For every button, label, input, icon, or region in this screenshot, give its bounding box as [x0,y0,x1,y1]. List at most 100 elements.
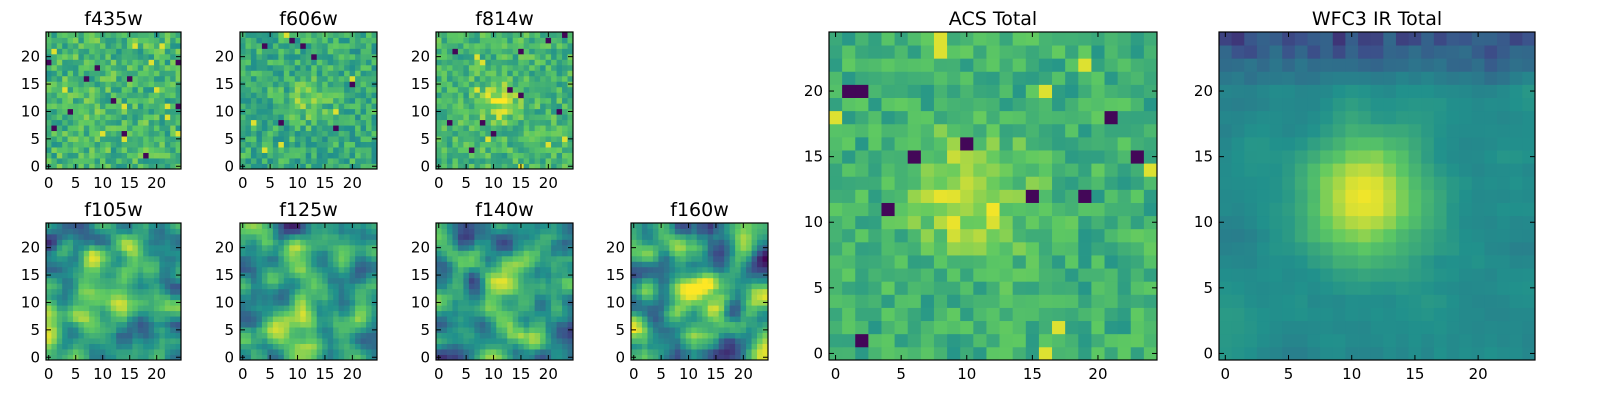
heatmap-cell [283,48,290,55]
heatmap-cell [73,125,79,132]
heatmap-cell [289,327,296,333]
heatmap-cell [143,277,149,284]
heatmap-cell [567,42,574,49]
heatmap-cell [154,141,160,148]
heatmap-cell [757,343,763,350]
heatmap-cell [116,32,122,38]
heatmap-cell [327,59,334,66]
heatmap-cell [94,37,101,44]
heatmap-cell [170,86,176,93]
heatmap-cell [751,294,758,301]
heatmap-cell [485,97,492,104]
heatmap-cell [523,32,530,38]
heatmap-cell [67,75,74,82]
heatmap-cell [170,338,176,344]
heatmap-cell [540,354,546,361]
heatmap-cell [740,294,747,301]
heatmap-cell [89,114,95,121]
heatmap-cell [529,108,536,115]
heatmap-cell [250,152,257,159]
heatmap-cell [137,163,144,170]
heatmap-cell [344,283,350,290]
heatmap-cell [371,261,378,268]
heatmap-cell [518,97,525,104]
heatmap-cell [751,332,758,339]
heatmap-cell [283,266,290,273]
heatmap-cell [94,294,101,301]
heatmap-cell [56,64,63,71]
heatmap-cell [496,152,503,159]
heatmap-cell [154,255,160,262]
heatmap-cell [51,92,58,99]
heatmap-cell [73,81,79,88]
y-tick-label: 10 [411,102,430,120]
heatmap-cell [441,130,448,137]
heatmap-cell [894,163,909,177]
heatmap-cell [338,125,345,132]
heatmap-cell [127,108,133,115]
heatmap-cell [986,241,1000,256]
heatmap-cell [100,228,106,235]
heatmap-cell [100,64,106,71]
heatmap-cell [746,233,752,240]
heatmap-cell [507,294,514,301]
heatmap-cell [333,294,340,301]
heatmap-cell [669,223,676,229]
heatmap-cell [132,53,139,60]
heatmap-cell [1065,202,1079,217]
heatmap-cell [355,163,361,170]
heatmap-cell [669,310,676,317]
panel-title: f105w [84,199,143,221]
heatmap-cell [562,250,568,257]
heatmap-cell [283,239,290,246]
heatmap-cell [652,223,659,229]
heatmap-cell [556,349,563,355]
heatmap-cell [294,114,301,121]
heatmap-cell [154,272,160,279]
heatmap-cell [73,233,79,240]
heatmap-cell [366,354,372,361]
heatmap-cell [713,338,720,344]
heatmap-cell [311,261,318,268]
heatmap-cell [468,81,475,88]
heatmap-cell [501,266,508,273]
heatmap-cell [457,338,464,344]
heatmap-cell [680,223,687,229]
heatmap-cell [51,266,58,273]
heatmap-cell [479,299,486,306]
heatmap-cell [78,64,85,71]
heatmap-cell [56,32,63,38]
heatmap-cell [556,310,563,317]
heatmap-cell [322,81,329,88]
heatmap-cell [245,233,252,240]
heatmap-cell [159,321,166,328]
heatmap-cell [327,283,334,290]
heatmap-cell [300,223,307,229]
heatmap-cell [51,86,58,93]
heatmap-cell [154,59,160,66]
heatmap-cell [518,114,525,121]
heatmap-cell [89,163,95,170]
heatmap-cell [567,255,574,262]
heatmap-cell [105,299,112,306]
heatmap-cell [762,288,769,295]
heatmap-cell [702,332,709,339]
heatmap-cell [175,130,182,137]
heatmap-cell [518,294,525,301]
heatmap-cell [468,239,475,246]
heatmap-cell [316,48,323,55]
heatmap-cell [691,321,698,328]
heatmap-cell [534,37,541,44]
heatmap-cell [154,305,160,312]
heatmap-cell [164,37,171,44]
heatmap-cell [333,152,340,159]
heatmap-cell [338,48,345,55]
heatmap-cell [523,114,530,121]
heatmap-cell [735,239,741,246]
heatmap-cell [636,283,643,290]
heatmap-cell [110,321,117,328]
heatmap-cell [501,92,508,99]
heatmap-cell [137,233,144,240]
heatmap-cell [143,48,149,55]
